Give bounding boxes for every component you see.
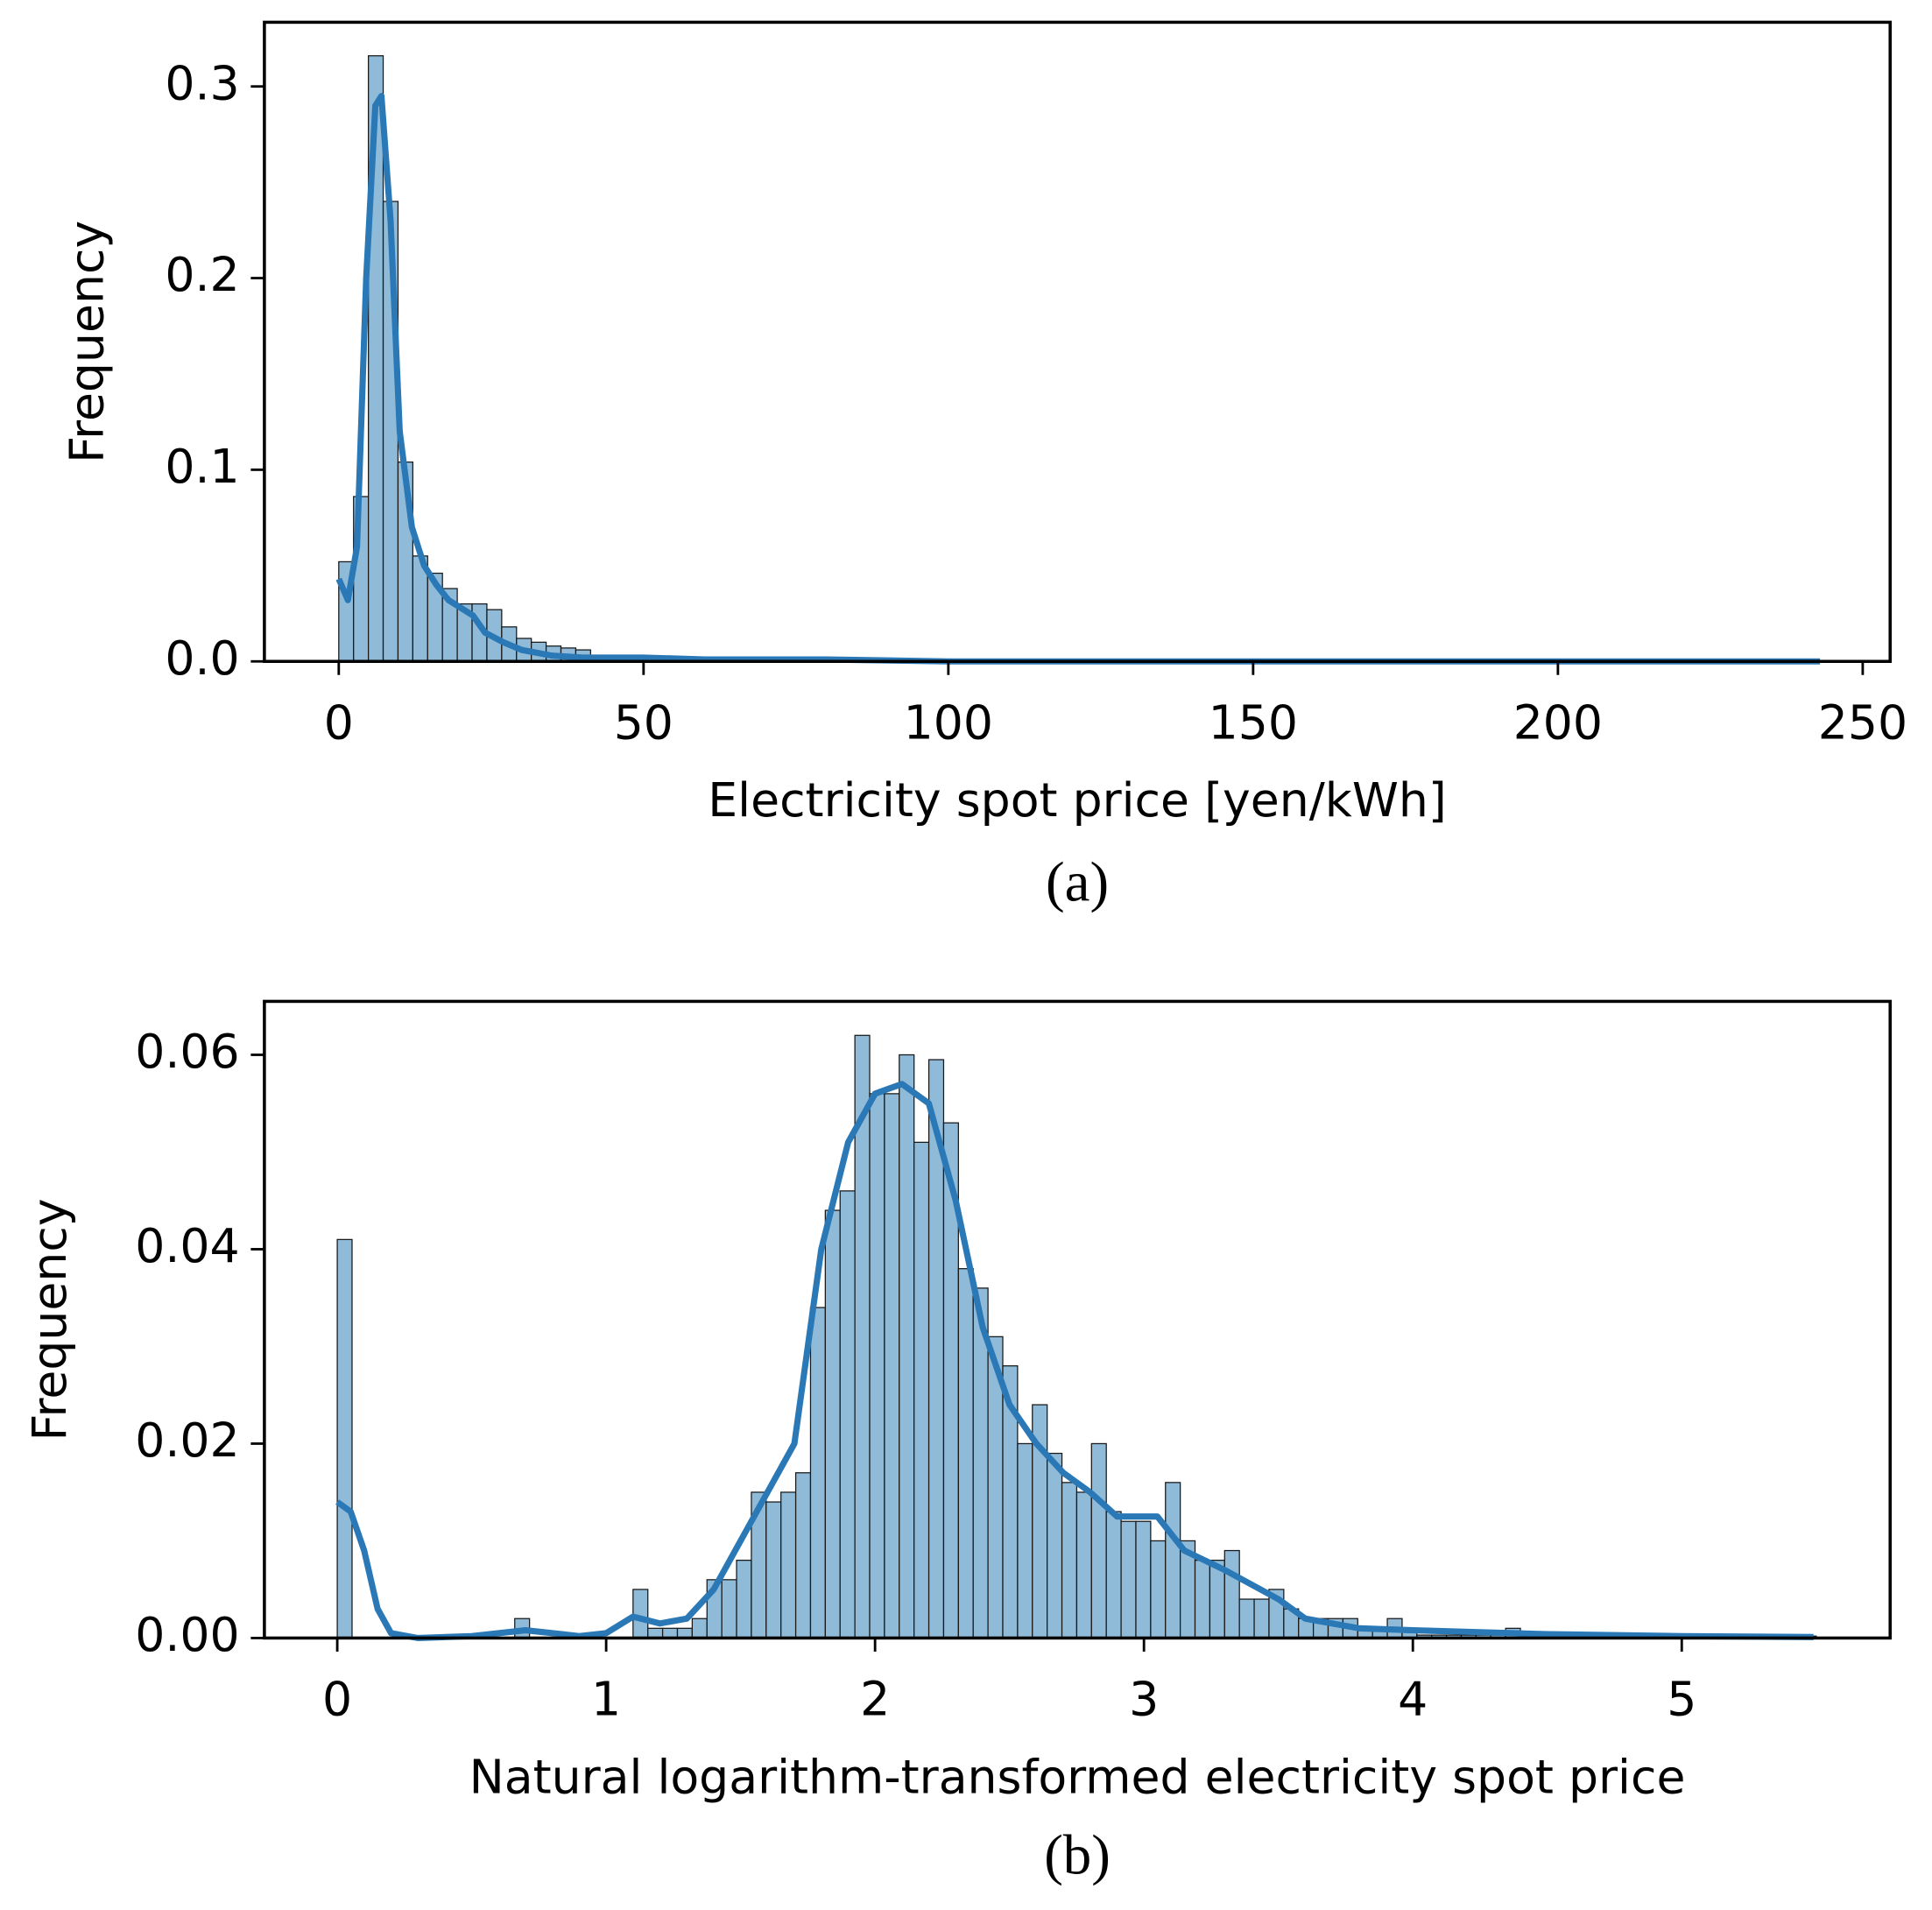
bar — [1105, 1511, 1122, 1639]
x-tick-label: 200 — [1513, 694, 1603, 750]
bar — [899, 1054, 915, 1639]
y-tick-label: 0.00 — [135, 1607, 239, 1662]
bar — [913, 1141, 930, 1639]
y-tick-label: 0.06 — [135, 1024, 239, 1079]
y-tick-label: 0.0 — [165, 631, 239, 686]
bar — [691, 1618, 708, 1639]
x-tick-label: 3 — [1129, 1671, 1159, 1726]
bar — [824, 1209, 841, 1639]
plot-frame — [263, 20, 1892, 663]
y-axis-label: Frequency — [59, 221, 114, 463]
kde-line — [335, 93, 1821, 665]
bar — [1090, 1442, 1107, 1639]
y-tick-label: 0.04 — [135, 1218, 239, 1273]
x-tick-label: 2 — [860, 1671, 890, 1726]
bar — [884, 1093, 900, 1639]
caption: (a) — [1046, 850, 1109, 913]
bar — [736, 1560, 752, 1639]
bar — [336, 1238, 353, 1639]
bar — [869, 1093, 885, 1639]
bar — [839, 1190, 856, 1639]
bar — [809, 1307, 826, 1639]
bar — [1194, 1560, 1211, 1639]
bar — [1165, 1482, 1181, 1639]
bar — [1061, 1482, 1078, 1639]
bar — [1223, 1549, 1240, 1639]
x-tick-label: 4 — [1398, 1671, 1428, 1726]
bar — [1150, 1540, 1167, 1639]
caption: (b) — [1044, 1823, 1111, 1886]
bar — [1238, 1598, 1255, 1639]
y-tick-label: 0.2 — [165, 247, 239, 302]
y-tick-label: 0.3 — [165, 55, 239, 110]
bar — [632, 1589, 649, 1639]
x-tick-label: 50 — [614, 694, 673, 750]
y-tick-label: 0.1 — [165, 439, 239, 494]
y-tick-label: 0.02 — [135, 1413, 239, 1468]
bar — [721, 1579, 737, 1639]
x-tick-label: 250 — [1818, 694, 1907, 750]
x-axis-label: Electricity spot price [yen/kWh] — [708, 772, 1446, 828]
bar — [1135, 1520, 1152, 1639]
plot-frame — [263, 999, 1892, 1640]
bar — [1047, 1452, 1063, 1639]
bar — [1253, 1598, 1270, 1639]
x-tick-label: 0 — [324, 694, 354, 750]
y-axis-label: Frequency — [22, 1198, 77, 1441]
x-tick-label: 5 — [1667, 1671, 1696, 1726]
x-axis-label: Natural logarithm-transformed electricit… — [469, 1749, 1686, 1804]
bar — [1017, 1442, 1033, 1639]
x-tick-label: 150 — [1209, 694, 1298, 750]
bar — [780, 1491, 797, 1639]
x-tick-label: 100 — [904, 694, 993, 750]
bar — [957, 1268, 974, 1639]
x-tick-label: 1 — [591, 1671, 621, 1726]
bar — [794, 1472, 812, 1639]
x-tick-label: 0 — [322, 1671, 352, 1726]
kde-line — [335, 1081, 1814, 1641]
bar — [1120, 1520, 1137, 1639]
bar — [1075, 1491, 1092, 1639]
bar — [765, 1501, 782, 1639]
